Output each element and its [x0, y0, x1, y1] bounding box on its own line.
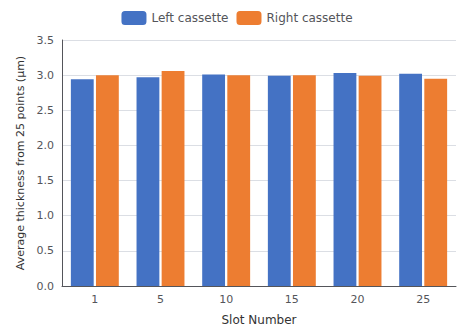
- svg-text:1.0: 1.0: [37, 209, 55, 222]
- svg-text:1.5: 1.5: [37, 174, 55, 187]
- svg-text:Average thickness from 25 poin: Average thickness from 25 points (μm): [14, 56, 27, 270]
- svg-text:2.5: 2.5: [37, 104, 55, 117]
- svg-text:15: 15: [285, 293, 299, 306]
- svg-text:0.0: 0.0: [37, 280, 55, 293]
- svg-text:Slot Number: Slot Number: [221, 313, 296, 327]
- svg-text:Right cassette: Right cassette: [266, 11, 352, 25]
- svg-text:3.0: 3.0: [37, 69, 55, 82]
- svg-text:20: 20: [351, 293, 365, 306]
- svg-text:5: 5: [157, 293, 164, 306]
- svg-text:Left cassette: Left cassette: [151, 11, 228, 25]
- svg-text:1: 1: [91, 293, 98, 306]
- svg-text:3.5: 3.5: [37, 34, 55, 47]
- svg-text:2.0: 2.0: [37, 139, 55, 152]
- svg-text:0.5: 0.5: [37, 244, 55, 257]
- svg-text:10: 10: [219, 293, 233, 306]
- svg-text:25: 25: [416, 293, 430, 306]
